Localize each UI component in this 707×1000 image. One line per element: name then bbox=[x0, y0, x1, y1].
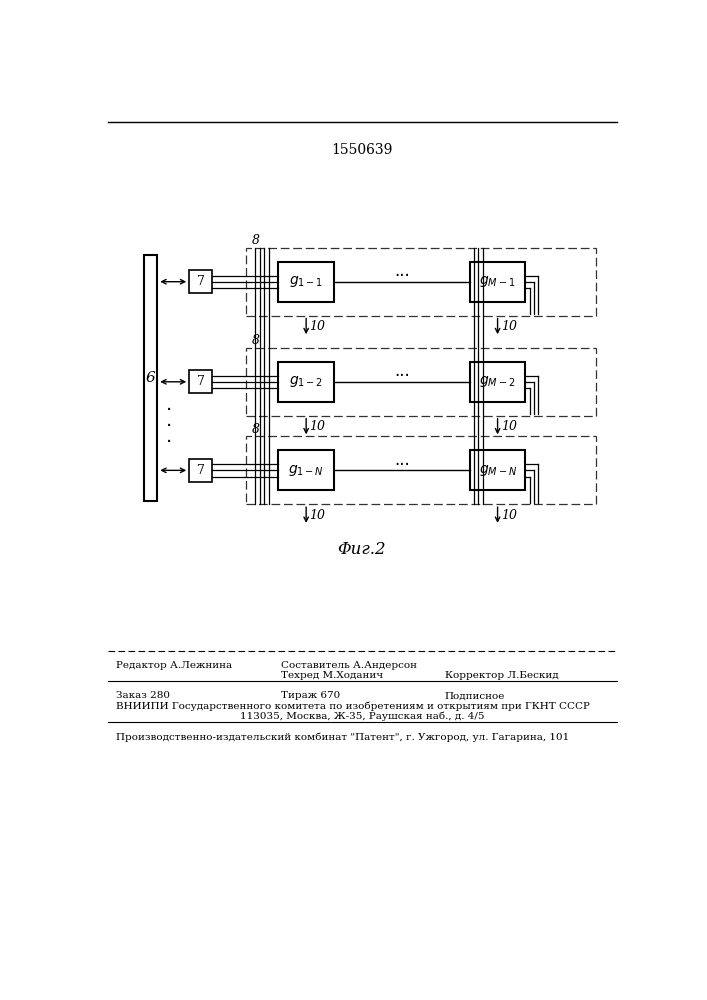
Bar bbox=[189, 459, 212, 482]
Text: Составитель А.Андерсон: Составитель А.Андерсон bbox=[281, 661, 416, 670]
Bar bbox=[144, 255, 158, 501]
Text: ВНИИПИ Государственного комитета по изобретениям и открытиям при ГКНТ СССР: ВНИИПИ Государственного комитета по изоб… bbox=[115, 701, 590, 711]
Text: Техред М.Ходанич: Техред М.Ходанич bbox=[281, 671, 382, 680]
Bar bbox=[469, 362, 525, 402]
Bar bbox=[279, 362, 334, 402]
Text: Корректор Л.Бескид: Корректор Л.Бескид bbox=[445, 671, 559, 680]
Bar bbox=[246, 248, 596, 316]
Text: 8: 8 bbox=[252, 334, 260, 347]
Text: $g_{M-2}$: $g_{M-2}$ bbox=[479, 374, 515, 389]
Text: 7: 7 bbox=[197, 464, 205, 477]
Text: $g_{1-1}$: $g_{1-1}$ bbox=[289, 274, 323, 289]
Text: Производственно-издательский комбинат "Патент", г. Ужгород, ул. Гагарина, 101: Производственно-издательский комбинат "П… bbox=[115, 732, 568, 742]
Text: 10: 10 bbox=[309, 509, 325, 522]
Bar bbox=[279, 262, 334, 302]
Text: $g_{M-1}$: $g_{M-1}$ bbox=[479, 274, 515, 289]
Text: $g_{1-N}$: $g_{1-N}$ bbox=[288, 463, 324, 478]
Text: ...: ... bbox=[394, 362, 410, 380]
Text: 8: 8 bbox=[252, 234, 260, 247]
Text: 10: 10 bbox=[501, 420, 517, 433]
Bar bbox=[246, 436, 596, 504]
Text: $g_{1-2}$: $g_{1-2}$ bbox=[289, 374, 323, 389]
Text: Подписное: Подписное bbox=[445, 691, 506, 700]
Text: Заказ 280: Заказ 280 bbox=[115, 691, 170, 700]
Text: Редактор А.Лежнина: Редактор А.Лежнина bbox=[115, 661, 232, 670]
Text: 7: 7 bbox=[197, 275, 205, 288]
Bar bbox=[469, 450, 525, 490]
Text: ...: ... bbox=[394, 451, 410, 469]
Text: 6: 6 bbox=[146, 371, 156, 385]
Bar bbox=[189, 370, 212, 393]
Text: Φиг.2: Φиг.2 bbox=[338, 541, 386, 558]
Text: 10: 10 bbox=[309, 320, 325, 333]
Text: 113035, Москва, Ж-35, Раушская наб., д. 4/5: 113035, Москва, Ж-35, Раушская наб., д. … bbox=[240, 711, 484, 721]
Text: ...: ... bbox=[394, 262, 410, 280]
Text: $g_{M-N}$: $g_{M-N}$ bbox=[479, 463, 517, 478]
Bar bbox=[469, 262, 525, 302]
Text: 10: 10 bbox=[309, 420, 325, 433]
Text: 1550639: 1550639 bbox=[332, 143, 392, 157]
Text: 10: 10 bbox=[501, 320, 517, 333]
Bar bbox=[246, 348, 596, 416]
Text: 10: 10 bbox=[501, 509, 517, 522]
Bar bbox=[279, 450, 334, 490]
Text: 8: 8 bbox=[252, 423, 260, 436]
Text: ·
·
·: · · · bbox=[166, 401, 172, 452]
Text: 7: 7 bbox=[197, 375, 205, 388]
Text: Тираж 670: Тираж 670 bbox=[281, 691, 340, 700]
Bar bbox=[189, 270, 212, 293]
